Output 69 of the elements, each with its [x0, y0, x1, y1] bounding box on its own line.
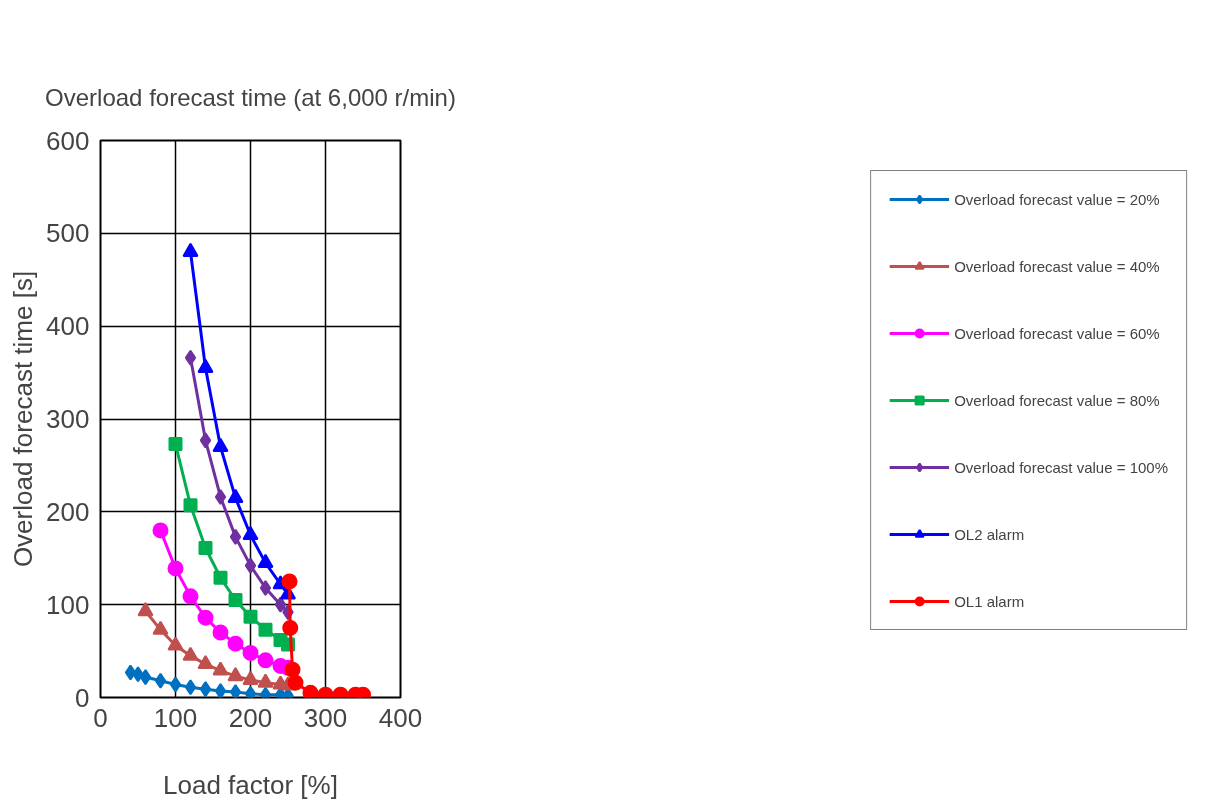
point [244, 685, 257, 698]
point [282, 619, 299, 636]
point [258, 622, 273, 637]
x-tick-label: 300 [303, 702, 348, 733]
point [152, 620, 169, 635]
legend-label: OL1 alarm [954, 592, 1025, 610]
legend-label: Overload forecast value = 40% [954, 257, 1160, 275]
point [124, 664, 137, 681]
point [227, 667, 244, 682]
legend-label: OL2 alarm [954, 525, 1025, 543]
x-axis-title: Load factor [%] [163, 769, 338, 800]
point [257, 553, 274, 568]
point [198, 541, 213, 556]
point [182, 588, 199, 605]
point [167, 636, 184, 651]
x-tick-label: 200 [228, 702, 273, 733]
point [228, 593, 243, 608]
point [214, 488, 227, 505]
point [167, 560, 184, 577]
point [274, 596, 287, 613]
point [257, 652, 274, 669]
y-tick-label: 600 [46, 125, 90, 156]
legend-label: Overload forecast value = 60% [954, 324, 1160, 342]
y-tick-label: 0 [75, 682, 90, 713]
point [242, 670, 259, 685]
point [183, 498, 198, 513]
legend-label: Overload forecast value = 100% [954, 458, 1168, 476]
legend-label: Overload forecast value = 20% [954, 190, 1160, 208]
point [184, 349, 197, 366]
y-axis-title: Overload forecast time [s] [8, 270, 39, 568]
point [168, 437, 183, 452]
point [137, 602, 154, 617]
point [284, 661, 301, 678]
point [257, 673, 274, 688]
point [197, 609, 214, 626]
point [259, 579, 272, 596]
point [242, 644, 259, 661]
point [199, 681, 212, 698]
point [199, 432, 212, 449]
y-tick-label: 100 [46, 589, 90, 620]
point [212, 661, 229, 676]
point [212, 624, 229, 641]
point [287, 674, 304, 691]
point [243, 609, 258, 624]
point [242, 525, 259, 541]
point [184, 679, 197, 696]
legend-label: Overload forecast value = 80% [954, 391, 1160, 409]
point [229, 528, 242, 545]
point [302, 684, 319, 698]
point [152, 522, 169, 539]
x-tick-label: 100 [153, 702, 198, 733]
y-tick-label: 500 [46, 218, 90, 249]
point [281, 573, 298, 590]
y-tick-label: 200 [46, 496, 90, 527]
chart-title: Overload forecast time (at 6,000 r/min) [45, 83, 456, 111]
x-tick-label: 400 [378, 702, 423, 733]
point [214, 683, 227, 698]
point [182, 646, 199, 661]
point [244, 557, 257, 574]
y-tick-label: 300 [46, 404, 90, 434]
point [132, 666, 144, 683]
point [197, 655, 214, 670]
point [213, 570, 228, 585]
point [139, 669, 152, 686]
point [229, 683, 242, 698]
point [169, 676, 182, 693]
y-tick-label: 400 [46, 311, 90, 342]
point [154, 672, 167, 689]
point [227, 635, 244, 652]
